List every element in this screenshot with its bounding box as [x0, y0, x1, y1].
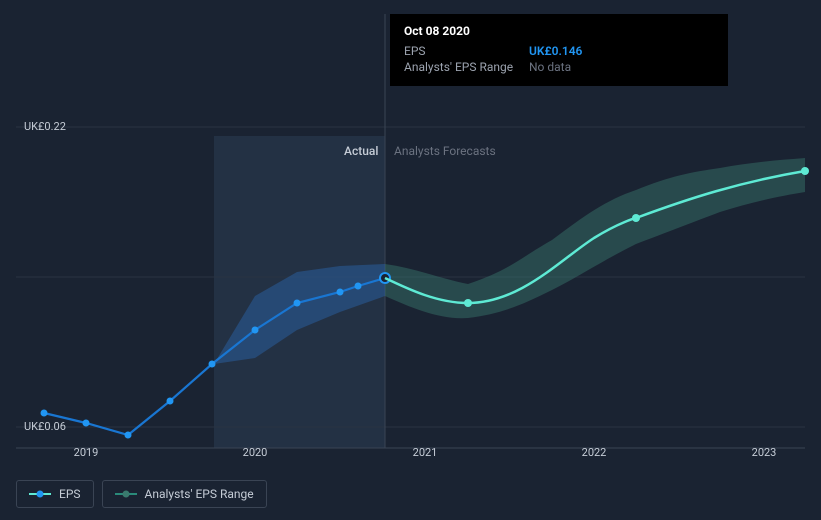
- legend-swatch-range: [115, 489, 137, 499]
- tooltip-row-eps: EPS UK£0.146: [404, 44, 714, 58]
- y-tick-label: UK£0.06: [24, 420, 66, 433]
- section-label-actual: Actual: [344, 144, 378, 158]
- legend-item-eps[interactable]: EPS: [16, 480, 94, 508]
- tooltip-title: Oct 08 2020: [404, 24, 714, 38]
- y-tick-label: UK£0.22: [24, 120, 66, 133]
- x-tick-label: 2022: [582, 446, 607, 459]
- legend-label: Analysts' EPS Range: [145, 487, 254, 501]
- legend-label: EPS: [59, 487, 81, 501]
- x-tick-label: 2019: [74, 446, 99, 459]
- x-tick-label: 2021: [413, 446, 438, 459]
- eps-chart-container: { "chart": { "type": "line", "width": 82…: [0, 0, 821, 520]
- tooltip-label: Analysts' EPS Range: [404, 60, 529, 74]
- legend: EPS Analysts' EPS Range: [16, 480, 267, 508]
- tooltip-row-range: Analysts' EPS Range No data: [404, 60, 714, 74]
- chart-tooltip: Oct 08 2020 EPS UK£0.146 Analysts' EPS R…: [390, 14, 728, 86]
- tooltip-value: UK£0.146: [529, 44, 582, 58]
- legend-swatch-eps: [29, 489, 51, 499]
- legend-item-range[interactable]: Analysts' EPS Range: [102, 480, 267, 508]
- tooltip-value: No data: [529, 60, 571, 74]
- x-tick-label: 2020: [243, 446, 268, 459]
- x-tick-label: 2023: [752, 446, 777, 459]
- tooltip-label: EPS: [404, 44, 529, 58]
- section-label-forecast: Analysts Forecasts: [394, 144, 496, 158]
